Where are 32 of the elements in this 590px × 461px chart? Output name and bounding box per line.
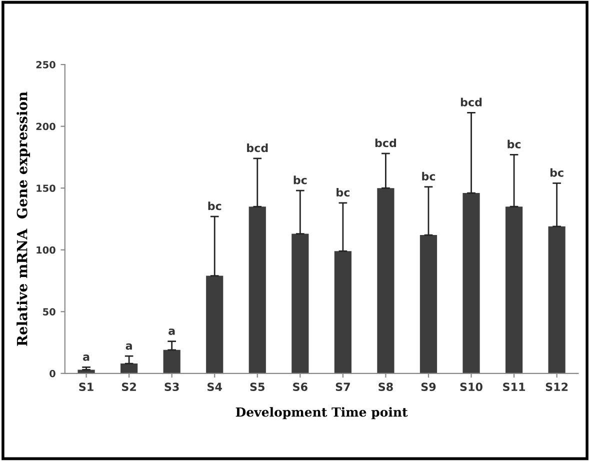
x-tick-label: S1 [79, 382, 94, 392]
y-tick-label: 100 [36, 246, 56, 254]
x-tick-label: S5 [250, 382, 264, 392]
annotation: bcd [247, 144, 268, 152]
y-tick-label: 150 [36, 184, 56, 192]
annotation: bc [294, 176, 307, 184]
annotation: a [83, 354, 90, 361]
annotation: bc [336, 188, 350, 197]
y-tick-label: 0 [50, 370, 56, 378]
annotation: bc [208, 202, 222, 210]
annotation: bcd [460, 98, 482, 106]
y-tick-label: 200 [36, 122, 56, 130]
y-axis-title: Relative mRNA Gene expression [16, 92, 30, 346]
x-tick-label: S2 [122, 382, 136, 392]
x-tick-label: S8 [378, 382, 393, 392]
x-tick-label: S4 [208, 382, 222, 392]
y-tick-label: 50 [43, 308, 56, 316]
annotation: a [126, 343, 132, 350]
x-tick-label: S3 [164, 382, 179, 392]
x-tick-label: S10 [460, 382, 482, 392]
annotation: a [168, 328, 175, 335]
annotation: bc [508, 140, 521, 148]
x-tick-label: S6 [293, 382, 308, 392]
annotation: bc [422, 172, 436, 181]
annotation: bc [550, 168, 564, 177]
y-tick-label: 250 [36, 61, 56, 68]
x-tick-label: S11 [503, 382, 526, 392]
x-tick-label: S7 [336, 382, 350, 392]
x-tick-label: S9 [421, 382, 436, 392]
x-axis-title: Development Time point [236, 407, 408, 420]
annotation: bcd [375, 138, 396, 148]
x-tick-label: S12 [546, 382, 568, 392]
